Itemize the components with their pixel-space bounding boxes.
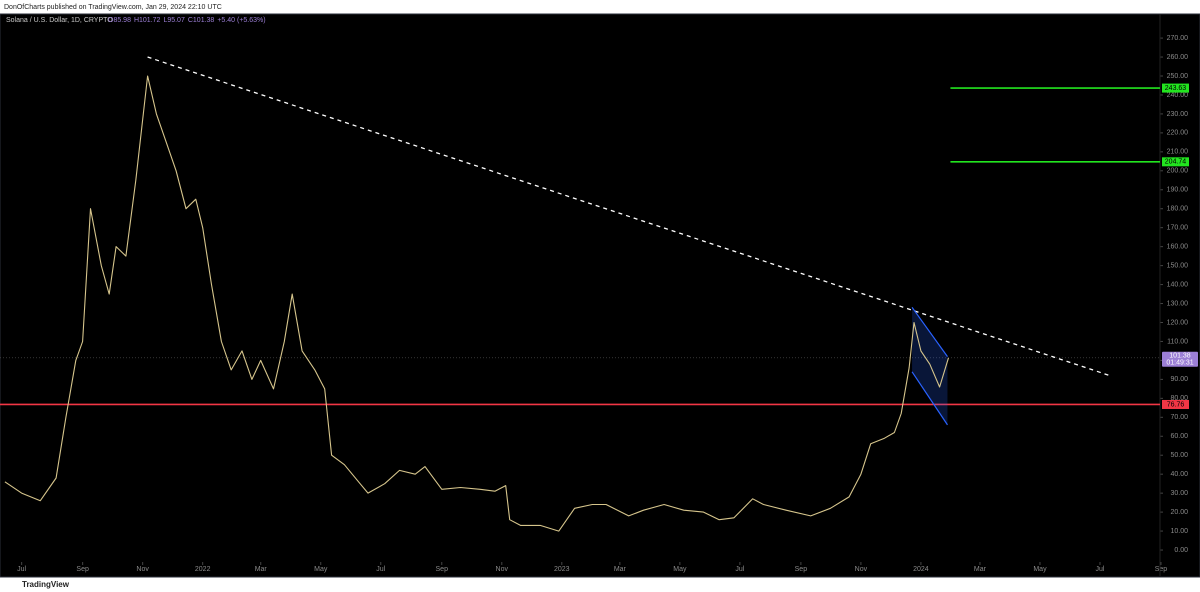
x-tick-label: Sep (436, 566, 449, 573)
last-price-tag (1162, 351, 1198, 367)
price-line (4, 75, 950, 532)
y-tick-label: 260.00 (1167, 54, 1189, 61)
x-tick-label: Jul (376, 566, 385, 573)
ohlc-value: C101.38 (188, 17, 215, 24)
y-tick-label: 220.00 (1167, 130, 1189, 137)
y-tick-label: 90.00 (1170, 376, 1188, 383)
y-tick-label: 130.00 (1167, 300, 1189, 307)
y-tick-label: 160.00 (1167, 243, 1189, 250)
footer-logo: TradingView (22, 580, 70, 589)
y-tick-label: 200.00 (1167, 168, 1189, 175)
y-tick-label: 80.00 (1170, 395, 1188, 402)
y-tick-label: 170.00 (1167, 225, 1189, 232)
x-tick-label: Mar (974, 566, 987, 573)
x-tick-label: 2024 (913, 566, 929, 573)
price-level-tag (1162, 399, 1189, 409)
channel-fill (912, 307, 948, 425)
y-tick-label: 10.00 (1170, 528, 1188, 535)
y-tick-label: 120.00 (1167, 319, 1189, 326)
y-tick-label: 180.00 (1167, 206, 1189, 213)
y-tick-label: 70.00 (1170, 414, 1188, 421)
x-tick-label: Nov (496, 566, 509, 573)
y-tick-label: 240.00 (1167, 92, 1189, 99)
y-tick-label: 110.00 (1167, 338, 1188, 345)
countdown-label: 01:49:31 (1166, 360, 1193, 367)
y-tick-label: 250.00 (1167, 73, 1189, 80)
price-level-tag (1162, 157, 1189, 167)
y-tick-label: 270.00 (1167, 35, 1189, 42)
x-tick-label: Nov (855, 566, 868, 573)
y-tick-label: 60.00 (1170, 433, 1188, 440)
y-tick-label: 20.00 (1170, 509, 1188, 516)
price-level-label: 204.74 (1165, 159, 1187, 166)
y-tick-label: 0.00 (1174, 547, 1188, 554)
y-tick-label: 40.00 (1170, 471, 1188, 478)
x-tick-label: 2023 (554, 566, 570, 573)
x-tick-label: Jul (735, 566, 744, 573)
y-tick-label: 190.00 (1167, 187, 1189, 194)
x-tick-label: Jul (1096, 566, 1105, 573)
y-tick-label: 150.00 (1167, 262, 1189, 269)
y-tick-label: 230.00 (1167, 111, 1189, 118)
y-tick-label: 140.00 (1167, 281, 1189, 288)
x-tick-label: Mar (614, 566, 627, 573)
x-tick-label: May (673, 566, 687, 573)
price-level-tag (1162, 83, 1189, 93)
x-tick-label: Mar (255, 566, 268, 573)
symbol-title: Solana / U.S. Dollar, 1D, CRYPTO (6, 17, 113, 24)
y-tick-label: 30.00 (1170, 490, 1188, 497)
ohlc-value: H101.72 (134, 17, 161, 24)
x-tick-label: May (314, 566, 328, 573)
x-tick-label: Nov (136, 566, 149, 573)
publisher-note: DonOfCharts published on TradingView.com… (4, 4, 222, 11)
x-tick-label: Sep (76, 566, 89, 573)
ohlc-value: L95.07 (163, 17, 185, 24)
y-tick-label: 50.00 (1170, 452, 1188, 459)
trend-line (147, 56, 1111, 377)
channel-lower (911, 371, 948, 426)
x-tick-label: Jul (17, 566, 26, 573)
last-price-label: 101.38 (1169, 353, 1191, 360)
x-tick-label: Sep (1155, 566, 1168, 573)
x-tick-label: May (1033, 566, 1047, 573)
x-tick-label: Sep (795, 566, 808, 573)
channel-upper (911, 306, 948, 357)
price-level-label: 76.76 (1167, 401, 1185, 408)
y-tick-label: 210.00 (1167, 149, 1189, 156)
x-tick-label: 2022 (195, 566, 211, 573)
price-level-label: 243.63 (1165, 85, 1187, 92)
chart-background (0, 13, 1200, 578)
ohlc-value: O85.98 (108, 17, 131, 24)
ohlc-value: +5.40 (+5.63%) (217, 17, 265, 24)
